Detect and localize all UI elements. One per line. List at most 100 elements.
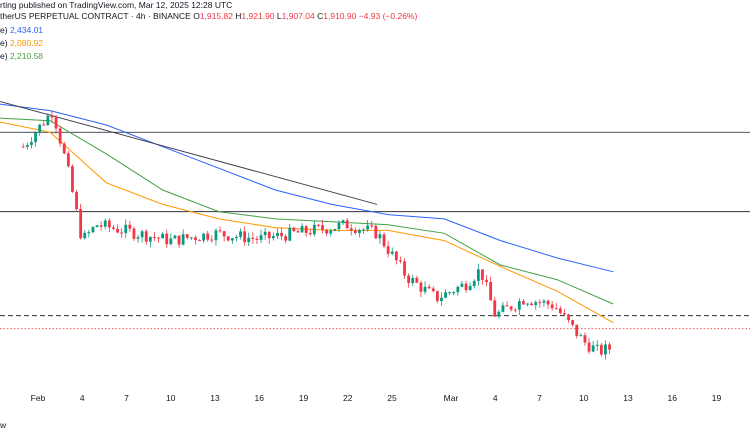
candle	[567, 313, 570, 323]
x-tick-label: Feb	[31, 393, 46, 403]
candle	[407, 273, 411, 288]
candle	[161, 232, 165, 239]
candle	[21, 143, 25, 148]
candle	[276, 228, 279, 239]
ma-legend-2[interactable]: e) 2,080.92	[0, 38, 44, 48]
candle	[210, 235, 214, 243]
candle	[394, 250, 398, 265]
trendline[interactable]	[0, 100, 378, 205]
candle	[189, 236, 193, 240]
x-tick-label: 10	[579, 393, 589, 403]
candle	[550, 300, 554, 311]
candle	[38, 124, 42, 136]
candle	[513, 308, 517, 313]
candle	[194, 235, 197, 245]
candle	[30, 137, 33, 149]
candle	[58, 125, 62, 147]
candle	[583, 332, 587, 346]
ema-line-3	[0, 117, 614, 305]
candle	[604, 340, 607, 360]
candle	[251, 232, 255, 244]
x-tick-label: 25	[387, 393, 397, 403]
symbol-line: therUS PERPETUAL CONTRACT · 4h · BINANCE	[0, 11, 191, 21]
candle	[431, 286, 435, 293]
candle	[481, 269, 484, 285]
x-tick-label: 22	[343, 393, 353, 403]
candle	[54, 114, 58, 134]
candle	[411, 274, 415, 286]
candle	[25, 142, 29, 150]
candle	[34, 131, 37, 147]
candle	[222, 230, 226, 242]
candle	[608, 342, 611, 355]
candle	[366, 220, 370, 232]
candle	[517, 298, 521, 316]
candle	[440, 292, 443, 306]
candle	[280, 227, 283, 241]
ma-value-1: 2,434.01	[9, 25, 44, 35]
candle	[165, 229, 169, 249]
candle	[345, 217, 349, 229]
candle	[206, 230, 210, 242]
candle	[485, 274, 488, 287]
candle	[308, 228, 312, 237]
candle	[595, 340, 599, 351]
candle	[128, 221, 132, 232]
candle	[329, 228, 333, 237]
candle	[75, 189, 78, 212]
candle	[493, 296, 497, 317]
candle	[349, 224, 353, 236]
candle	[46, 112, 50, 127]
candle	[489, 276, 493, 301]
x-tick-label: 13	[210, 393, 220, 403]
candle	[415, 275, 419, 284]
ma-legend-1[interactable]: e) 2,434.01	[0, 25, 44, 35]
x-tick-label: 16	[668, 393, 678, 403]
ohlc-values: O1,915.82 H1,921.90 L1,907.04 C1,910.90 …	[193, 11, 418, 21]
candle	[181, 229, 185, 246]
candle	[501, 301, 505, 313]
candle	[505, 301, 509, 307]
publish-line: rting published on TradingView.com, Mar …	[0, 0, 232, 11]
ma-legend-3[interactable]: e) 2,210.58	[0, 51, 44, 61]
ma-value-2: 2,080.92	[9, 38, 44, 48]
candles	[21, 110, 611, 360]
candle	[579, 333, 583, 337]
candle	[353, 227, 357, 235]
candle	[185, 233, 189, 240]
trendline-segment[interactable]	[0, 100, 378, 205]
candle	[522, 299, 525, 305]
candle	[132, 226, 136, 241]
candle	[214, 228, 218, 246]
candle	[546, 299, 550, 310]
change-value: −4.93 (−0.26%)	[358, 11, 418, 21]
candle	[83, 230, 87, 240]
candle	[62, 141, 66, 155]
candle	[554, 303, 558, 310]
candle	[382, 232, 386, 249]
x-tick-label: 19	[299, 393, 309, 403]
candle	[235, 234, 238, 242]
candle	[427, 284, 431, 289]
candle	[304, 225, 308, 237]
candle	[144, 229, 148, 246]
candle	[370, 220, 374, 229]
candle	[296, 229, 300, 233]
candle	[157, 236, 160, 243]
candle	[419, 280, 423, 298]
candle	[202, 233, 206, 243]
candle	[378, 230, 382, 244]
symbol-info-line: therUS PERPETUAL CONTRACT · 4h · BINANCE…	[0, 11, 417, 22]
footer-text: w	[0, 420, 7, 430]
candle	[247, 232, 251, 247]
candle	[341, 219, 345, 226]
candle	[300, 223, 304, 233]
candle	[173, 234, 177, 239]
candle	[177, 235, 181, 248]
candle	[239, 228, 242, 240]
candle	[358, 228, 361, 238]
x-tick-label: 13	[623, 393, 633, 403]
candle	[448, 291, 452, 296]
candle	[587, 337, 591, 355]
